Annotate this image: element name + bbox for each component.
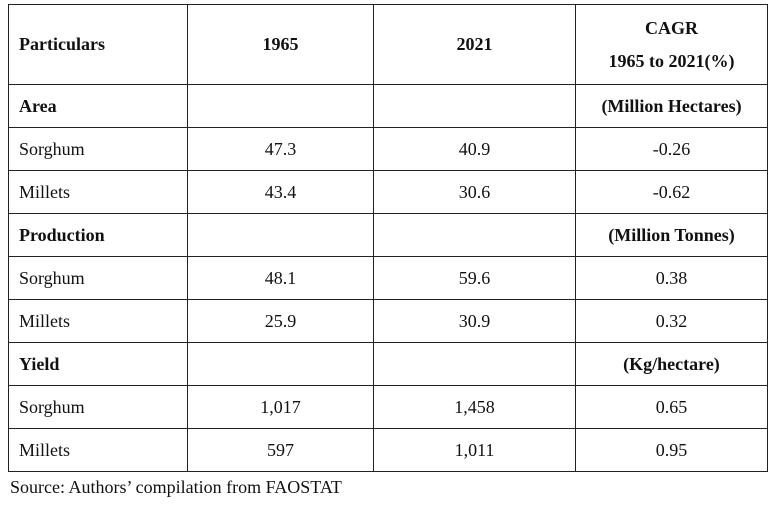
empty-cell bbox=[187, 342, 374, 386]
value-cagr: 0.38 bbox=[575, 256, 768, 300]
value-2021: 30.9 bbox=[373, 299, 576, 343]
table-row: Sorghum 48.1 59.6 0.38 bbox=[8, 256, 768, 300]
value-cagr: -0.26 bbox=[575, 127, 768, 171]
section-row-production: Production (Million Tonnes) bbox=[8, 213, 768, 257]
table-row: Sorghum 47.3 40.9 -0.26 bbox=[8, 127, 768, 171]
section-title: Yield bbox=[8, 342, 188, 386]
value-cagr: 0.32 bbox=[575, 299, 768, 343]
value-1965: 25.9 bbox=[187, 299, 374, 343]
value-1965: 48.1 bbox=[187, 256, 374, 300]
crop-name: Sorghum bbox=[8, 385, 188, 429]
section-row-area: Area (Million Hectares) bbox=[8, 84, 768, 128]
header-1965: 1965 bbox=[187, 4, 374, 85]
value-cagr: 0.95 bbox=[575, 428, 768, 472]
value-cagr: 0.65 bbox=[575, 385, 768, 429]
table-row: Millets 25.9 30.9 0.32 bbox=[8, 299, 768, 343]
header-cagr-period: 1965 to 2021(%) bbox=[608, 50, 735, 71]
value-2021: 1,011 bbox=[373, 428, 576, 472]
crop-name: Millets bbox=[8, 428, 188, 472]
header-cagr-title: CAGR bbox=[645, 17, 698, 38]
section-row-yield: Yield (Kg/hectare) bbox=[8, 342, 768, 386]
crop-name: Sorghum bbox=[8, 127, 188, 171]
empty-cell bbox=[373, 213, 576, 257]
table-row: Sorghum 1,017 1,458 0.65 bbox=[8, 385, 768, 429]
crop-name: Millets bbox=[8, 170, 188, 214]
table-row: Millets 43.4 30.6 -0.62 bbox=[8, 170, 768, 214]
value-2021: 40.9 bbox=[373, 127, 576, 171]
data-table: Particulars 1965 2021 CAGR 1965 to 2021(… bbox=[8, 4, 768, 472]
header-cagr: CAGR 1965 to 2021(%) bbox=[575, 4, 768, 85]
value-2021: 30.6 bbox=[373, 170, 576, 214]
section-title: Area bbox=[8, 84, 188, 128]
crop-name: Sorghum bbox=[8, 256, 188, 300]
value-2021: 1,458 bbox=[373, 385, 576, 429]
empty-cell bbox=[187, 213, 374, 257]
section-title: Production bbox=[8, 213, 188, 257]
section-unit: (Kg/hectare) bbox=[575, 342, 768, 386]
section-unit: (Million Hectares) bbox=[575, 84, 768, 128]
value-cagr: -0.62 bbox=[575, 170, 768, 214]
value-1965: 43.4 bbox=[187, 170, 374, 214]
empty-cell bbox=[187, 84, 374, 128]
value-1965: 47.3 bbox=[187, 127, 374, 171]
value-1965: 1,017 bbox=[187, 385, 374, 429]
empty-cell bbox=[373, 84, 576, 128]
table-header-row: Particulars 1965 2021 CAGR 1965 to 2021(… bbox=[8, 4, 768, 85]
value-1965: 597 bbox=[187, 428, 374, 472]
header-particulars: Particulars bbox=[8, 4, 188, 85]
empty-cell bbox=[373, 342, 576, 386]
crop-name: Millets bbox=[8, 299, 188, 343]
value-2021: 59.6 bbox=[373, 256, 576, 300]
source-note: Source: Authors’ compilation from FAOSTA… bbox=[10, 477, 342, 497]
section-unit: (Million Tonnes) bbox=[575, 213, 768, 257]
table-row: Millets 597 1,011 0.95 bbox=[8, 428, 768, 472]
header-2021: 2021 bbox=[373, 4, 576, 85]
